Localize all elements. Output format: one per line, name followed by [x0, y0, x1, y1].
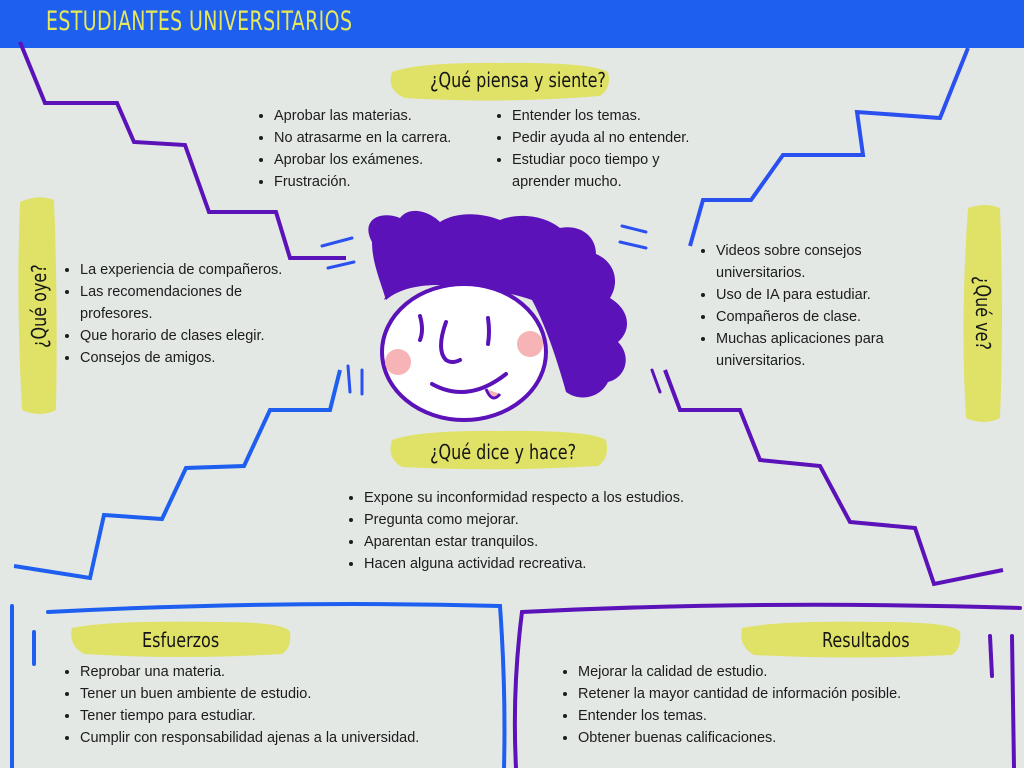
list-item: Compañeros de clase. [716, 306, 916, 328]
list-item: Reprobar una materia. [80, 661, 460, 683]
heading-que-oye: ¿Qué oye? [27, 264, 51, 348]
list-item: La experiencia de compañeros. [80, 259, 300, 281]
list-oye: La experiencia de compañeros. Las recome… [60, 259, 300, 369]
list-item: Cumplir con responsabilidad ajenas a la … [80, 727, 460, 749]
student-face-illustration [368, 210, 628, 422]
heading-resultados: Resultados [822, 628, 910, 652]
highlight-oye [18, 197, 57, 414]
stairs-top-right [688, 47, 970, 247]
accent-line [650, 368, 662, 394]
highlight-resultados [741, 621, 961, 658]
list-item: Retener la mayor cantidad de información… [578, 683, 958, 705]
list-item: Pedir ayuda al no entender. [512, 127, 712, 149]
list-item: Hacen alguna actividad recreativa. [364, 553, 724, 575]
header-bar: ESTUDIANTES UNIVERSITARIOS [0, 0, 1024, 48]
list-item: Entender los temas. [512, 105, 712, 127]
eye-right [486, 316, 491, 346]
mouth [430, 372, 508, 394]
highlight-piensa [390, 62, 609, 101]
hair-fringe [384, 260, 546, 302]
highlight-dice [390, 430, 607, 470]
list-item: Consejos de amigos. [80, 347, 300, 369]
list-item: Videos sobre consejos universitarios. [716, 240, 916, 284]
face [380, 282, 548, 422]
tongue [484, 388, 502, 400]
list-item: Estudiar poco tiempo y aprender mucho. [512, 149, 712, 193]
list-item: Pregunta como mejorar. [364, 509, 724, 531]
list-item: No atrasarme en la carrera. [274, 127, 494, 149]
list-item: Entender los temas. [578, 705, 958, 727]
eye-left [418, 314, 424, 342]
heading-que-piensa: ¿Qué piensa y siente? [430, 68, 606, 92]
box-esfuerzos-frame [46, 602, 507, 768]
list-item: Uso de IA para estudiar. [716, 284, 916, 306]
list-item: Mejorar la calidad de estudio. [578, 661, 958, 683]
accent-line [326, 260, 356, 270]
stairs-top-left [18, 41, 346, 260]
list-item: Frustración. [274, 171, 494, 193]
heading-que-ve: ¿Qué ve? [971, 276, 995, 350]
list-ve: Videos sobre consejos universitarios. Us… [696, 240, 916, 372]
cheek-right [517, 331, 543, 357]
list-item: Obtener buenas calificaciones. [578, 727, 958, 749]
box-resultados-frame [512, 602, 1022, 768]
list-item: Las recomendaciones de profesores. [80, 281, 300, 325]
list-item: Tener un buen ambiente de estudio. [80, 683, 460, 705]
box-resultados-tick [988, 634, 994, 678]
accent-line [320, 236, 354, 248]
list-piensa-left: Aprobar las materias. No atrasarme en la… [254, 105, 494, 193]
list-item: Tener tiempo para estudiar. [80, 705, 460, 727]
hair [368, 210, 628, 398]
list-item: Que horario de clases elegir. [80, 325, 300, 347]
accent-line [618, 240, 648, 250]
stairs-bottom-left [13, 369, 342, 581]
list-piensa-right: Entender los temas. Pedir ayuda al no en… [492, 105, 712, 193]
nose [439, 320, 462, 364]
list-item: Expone su inconformidad respecto a los e… [364, 487, 724, 509]
highlight-ve [963, 205, 1002, 422]
list-item: Aprobar las materias. [274, 105, 494, 127]
list-item: Aparentan estar tranquilos. [364, 531, 724, 553]
accent-line [620, 224, 648, 234]
box-resultados-side [1010, 634, 1016, 768]
cheek-left [385, 349, 411, 375]
list-item: Aprobar los exámenes. [274, 149, 494, 171]
accent-line [346, 364, 352, 394]
heading-esfuerzos: Esfuerzos [142, 628, 220, 652]
page-title: ESTUDIANTES UNIVERSITARIOS [46, 6, 353, 37]
heading-que-dice: ¿Qué dice y hace? [430, 440, 577, 464]
list-esfuerzos: Reprobar una materia. Tener un buen ambi… [60, 661, 460, 749]
list-dice: Expone su inconformidad respecto a los e… [344, 487, 724, 575]
list-item: Muchas aplicaciones para universitarios. [716, 328, 916, 372]
stairs-bottom-right [663, 369, 1004, 587]
list-resultados: Mejorar la calidad de estudio. Retener l… [558, 661, 958, 749]
highlight-esfuerzos [71, 621, 291, 657]
